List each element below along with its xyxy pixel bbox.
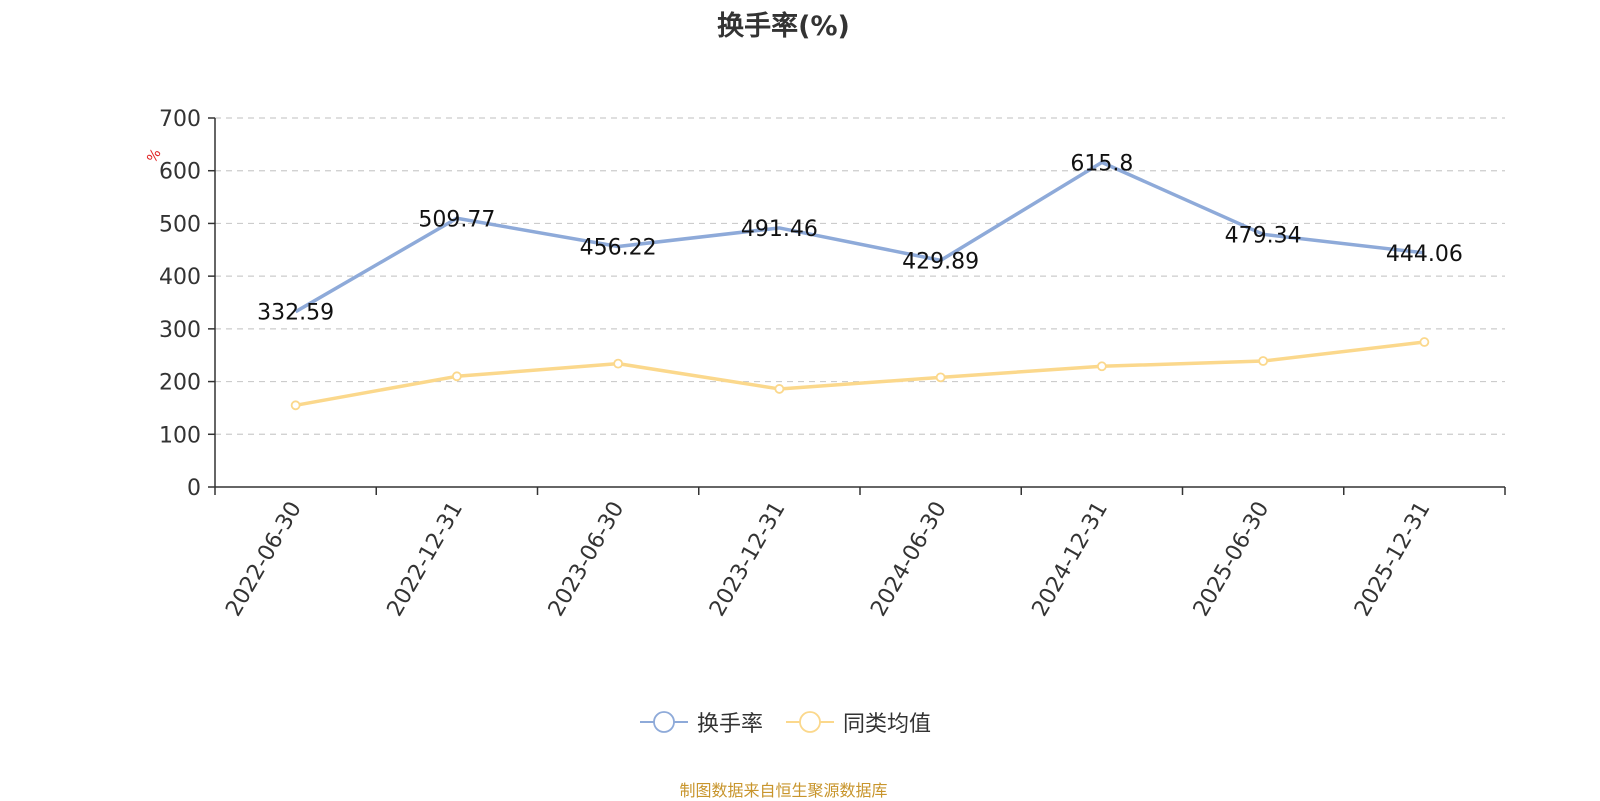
y-tick-label: 200 [159,371,201,396]
data-label: 444.06 [1386,242,1463,267]
legend-marker-circle [799,711,821,733]
source-note: 制图数据来自恒生聚源数据库 [679,781,888,800]
data-point [290,400,301,411]
data-point [1258,356,1269,366]
legend-label: 同类均值 [843,712,932,737]
x-tick-label: 2024-06-30 [866,498,952,621]
y-tick-label: 500 [159,212,201,237]
x-tick-label: 2023-12-31 [705,498,791,621]
y-tick-label: 600 [159,160,201,185]
legend: 换手率 同类均值 [0,706,1570,738]
y-tick-label: 0 [187,476,201,501]
legend-item[interactable]: 换手率 [639,706,763,738]
y-tick-label: 300 [159,318,201,343]
data-label: 615.8 [1070,151,1133,176]
x-tick-label: 2024-12-31 [1027,498,1113,621]
x-tick-label: 2022-06-30 [221,498,307,621]
y-tick-label: 400 [159,265,201,290]
legend-marker-icon [639,711,688,733]
data-point [1096,361,1107,372]
legend-item[interactable]: 同类均值 [785,706,931,738]
legend-label: 换手率 [696,712,763,737]
data-label: 479.34 [1225,223,1302,248]
data-label: 491.46 [741,217,818,242]
data-label: 332.59 [257,301,334,326]
legend-marker-circle [653,711,675,733]
y-tick-label: 100 [159,423,201,448]
legend-marker-icon [786,711,834,733]
x-tick-label: 2025-12-31 [1350,498,1436,621]
series-line-0 [294,160,1425,314]
data-label: 429.89 [902,249,979,274]
data-point [451,371,462,382]
series-line-1 [295,340,1425,408]
x-tick-label: 2022-12-31 [382,498,468,621]
x-tick-label: 2023-06-30 [544,498,630,621]
y-tick-label: 700 [159,107,201,132]
x-tick-label: 2025-06-30 [1189,498,1275,621]
data-point [935,372,946,383]
data-label: 456.22 [580,236,657,261]
data-point [1419,337,1430,347]
chart-title: 换手率(%) [717,11,850,42]
data-label: 509.77 [418,207,495,232]
data-point [613,358,624,369]
data-point [774,384,785,394]
